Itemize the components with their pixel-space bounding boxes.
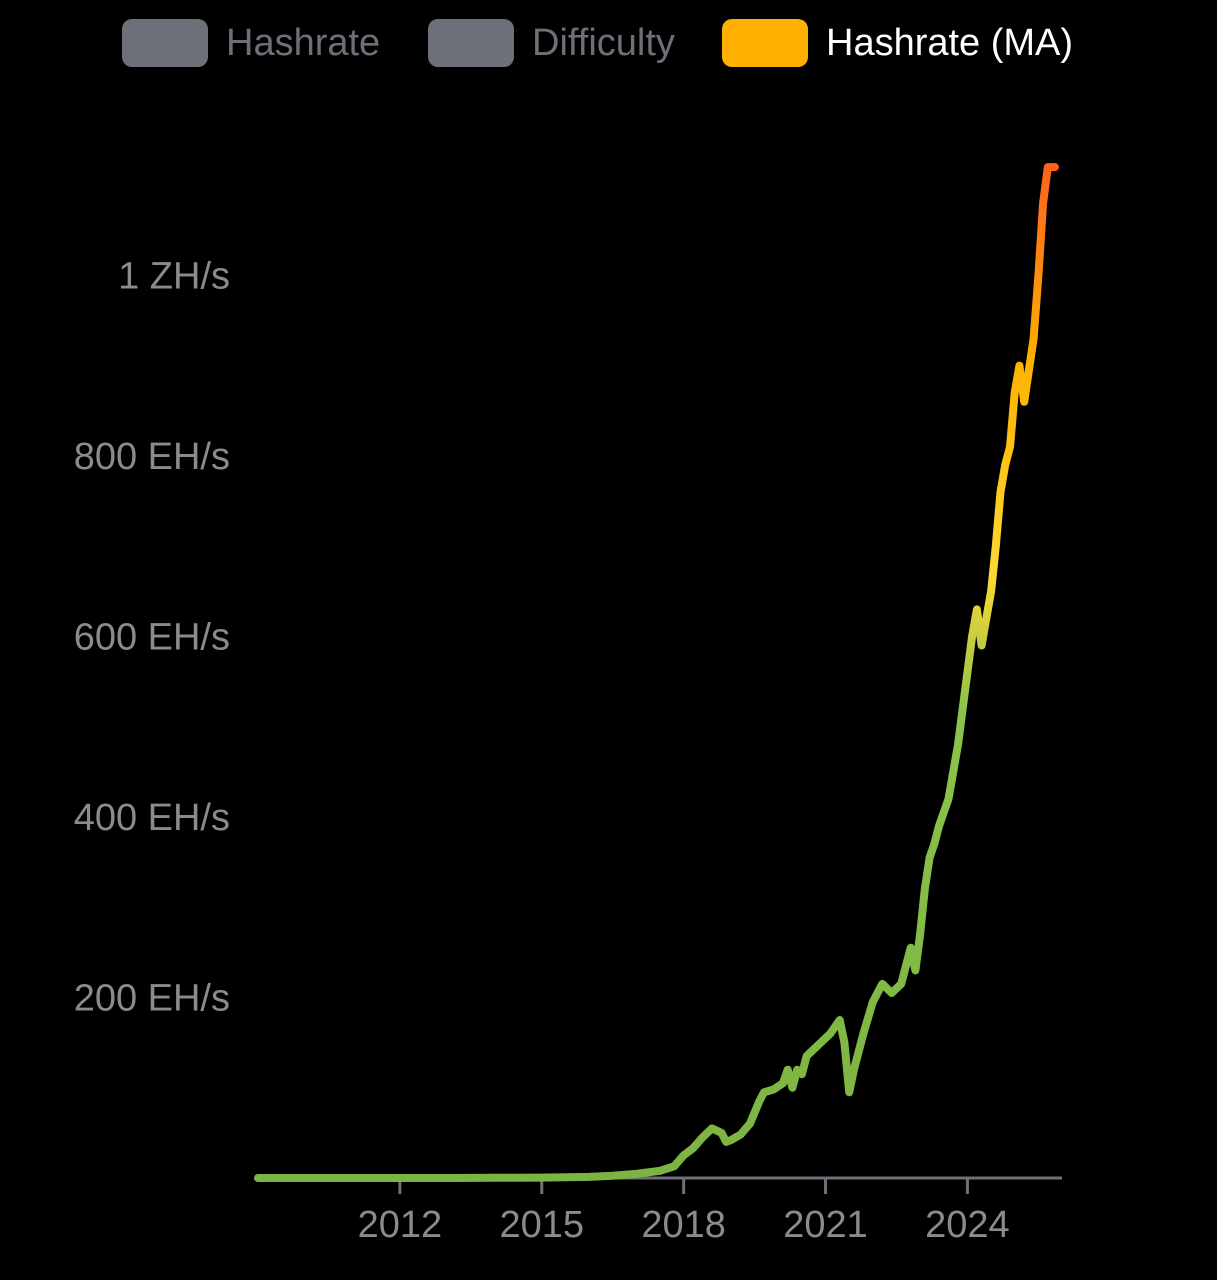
x-tick-label: 2024 [925, 1204, 1010, 1246]
series-group [254, 163, 1059, 1182]
y-axis: 200 EH/s 400 EH/s 600 EH/s 800 EH/s 1 ZH/s [74, 255, 230, 1019]
y-tick-label: 600 EH/s [74, 616, 230, 658]
legend-item-difficulty[interactable]: Difficulty [428, 14, 675, 72]
legend-swatch-hashrate [122, 19, 208, 67]
legend-swatch-hashrate-ma [722, 19, 808, 67]
x-tick-label: 2015 [499, 1204, 584, 1246]
legend-item-hashrate[interactable]: Hashrate [122, 14, 380, 72]
y-tick-label: 1 ZH/s [118, 255, 230, 297]
series-line-hashrate-ma [254, 163, 1059, 1182]
legend-label-hashrate-ma: Hashrate (MA) [826, 21, 1074, 64]
x-tick-label: 2021 [783, 1204, 868, 1246]
y-tick-label: 800 EH/s [74, 436, 230, 478]
y-tick-label: 400 EH/s [74, 797, 230, 839]
x-tick-label: 2012 [358, 1204, 443, 1246]
legend-swatch-difficulty [428, 19, 514, 67]
y-tick-label: 200 EH/s [74, 977, 230, 1019]
legend-label-hashrate: Hashrate [226, 21, 381, 64]
chart-legend: Hashrate Difficulty Hashrate (MA) [0, 14, 1217, 72]
x-tick-label: 2018 [641, 1204, 726, 1246]
legend-label-difficulty: Difficulty [532, 21, 675, 64]
x-axis: 2012 2015 2018 2021 2024 [258, 1176, 1062, 1246]
legend-item-hashrate-ma[interactable]: Hashrate (MA) [722, 14, 1073, 72]
